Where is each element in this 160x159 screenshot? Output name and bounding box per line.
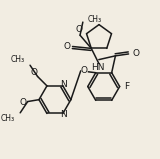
Text: F: F [125, 82, 130, 91]
Text: N: N [60, 80, 67, 89]
Text: CH₃: CH₃ [10, 55, 24, 64]
Text: O: O [20, 98, 27, 107]
Text: CH₃: CH₃ [0, 114, 15, 123]
Text: O: O [30, 68, 37, 77]
Text: O: O [81, 66, 88, 75]
Text: O: O [76, 25, 83, 34]
Text: N: N [60, 110, 67, 119]
Text: HN: HN [91, 63, 105, 72]
Text: O: O [133, 49, 140, 59]
Text: CH₃: CH₃ [88, 15, 102, 24]
Text: O: O [63, 42, 70, 51]
